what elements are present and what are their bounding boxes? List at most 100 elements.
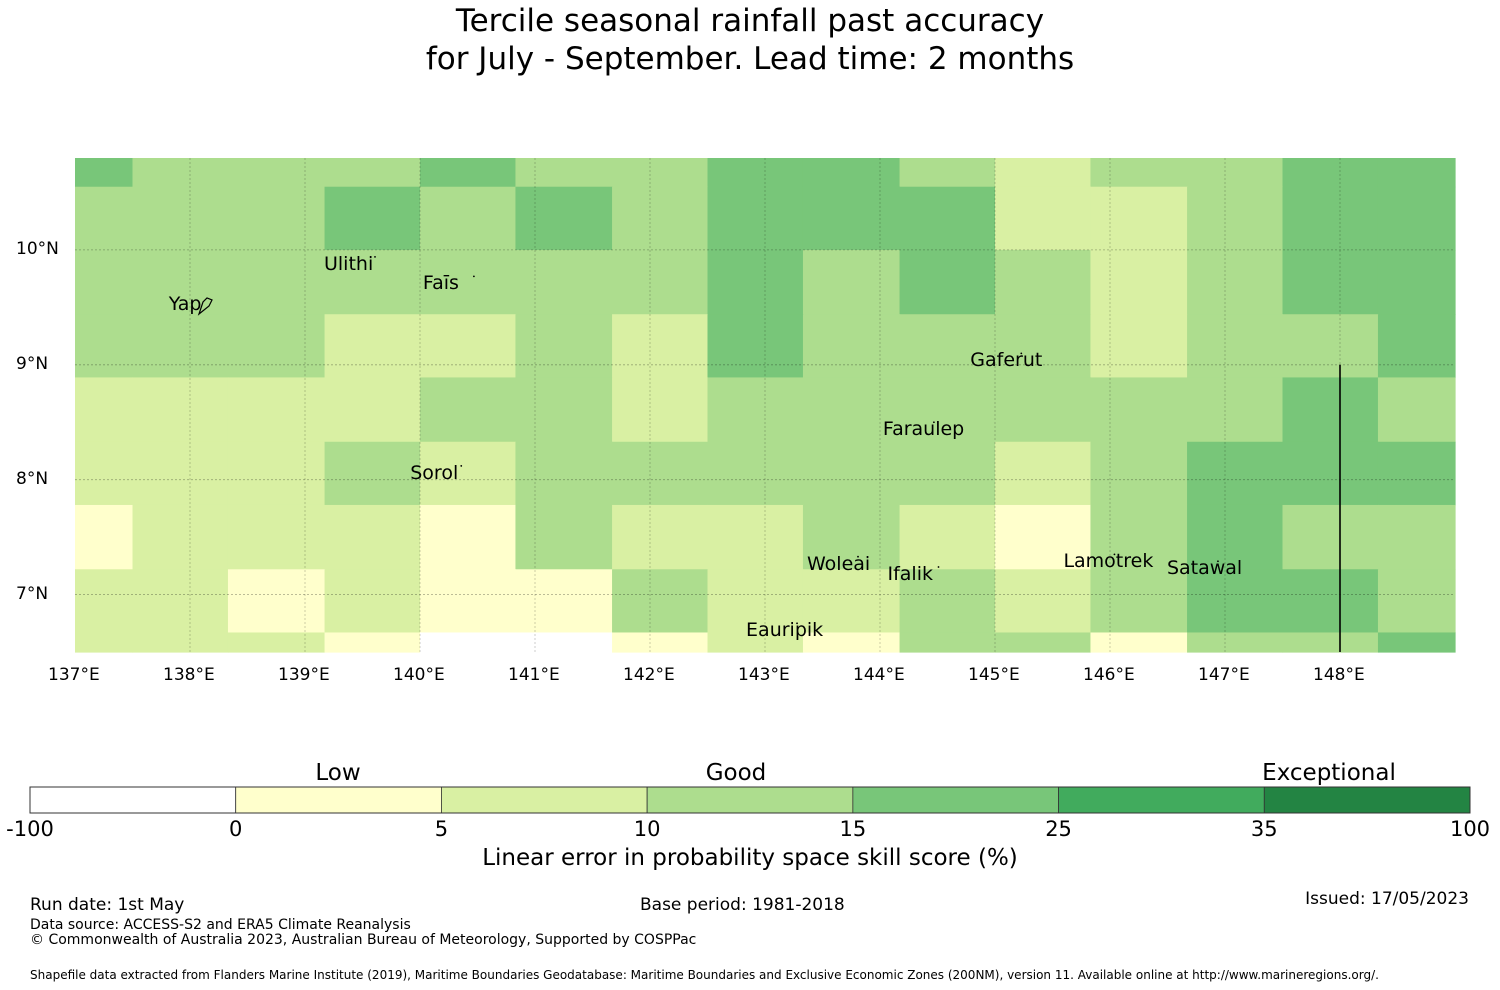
- heatmap-cell: [1282, 314, 1379, 379]
- place-label: Ulithi: [324, 252, 374, 275]
- copyright: © Commonwealth of Australia 2023, Austra…: [30, 932, 697, 948]
- colorbar-segment: [852, 786, 1059, 814]
- longitude-tick-label: 144°E: [853, 665, 905, 685]
- heatmap-cell: [802, 632, 901, 653]
- heatmap-cell: [1282, 569, 1379, 634]
- longitude-tick-label: 146°E: [1083, 665, 1135, 685]
- heatmap-cell: [515, 158, 613, 188]
- latitude-tick-label: 8°N: [16, 468, 49, 489]
- heatmap-cell: [515, 377, 613, 443]
- heatmap-cell: [324, 249, 421, 315]
- place-label: Eauripik: [746, 619, 824, 642]
- longitude-tick-label: 147°E: [1198, 665, 1250, 685]
- heatmap-cell: [227, 377, 326, 443]
- heatmap-cell: [995, 632, 1092, 653]
- heatmap-cell: [75, 441, 134, 506]
- heatmap-cell: [802, 377, 901, 443]
- heatmap-cell: [1282, 632, 1379, 653]
- heatmap-cell: [420, 504, 517, 570]
- heatmap-cell: [1090, 632, 1188, 653]
- yap-island-shape: [197, 297, 213, 316]
- heatmap-cell: [1090, 158, 1188, 188]
- heatmap-cell: [227, 314, 326, 379]
- heatmap-cell: [1377, 249, 1456, 315]
- heatmap-cell: [1377, 504, 1456, 570]
- heatmap-cell: [1377, 377, 1456, 443]
- heatmap-cell: [1282, 186, 1379, 251]
- heatmap-cell: [227, 441, 326, 506]
- map-gridlines: [75, 158, 1455, 652]
- longitude-tick-label: 140°E: [393, 665, 445, 685]
- heatmap-cell: [324, 314, 421, 379]
- heatmap-cell: [1377, 158, 1456, 188]
- heatmap-cell: [899, 504, 996, 570]
- heatmap-cell: [1090, 314, 1188, 379]
- heatmap-cell: [227, 504, 326, 570]
- colorbar-segment: [1263, 786, 1471, 814]
- colorbar-segment: [441, 786, 648, 814]
- heatmap-cell: [899, 249, 996, 315]
- heatmap-cell: [1377, 441, 1456, 506]
- heatmap-cell: [707, 314, 804, 379]
- colorbar-tick-label: 35: [1250, 817, 1278, 841]
- colorbar-segment: [235, 786, 442, 814]
- heatmap-cell: [227, 186, 326, 251]
- heatmap-cell: [1187, 314, 1284, 379]
- run-date: Run date: 1st May: [30, 895, 185, 915]
- heatmap-cell: [227, 249, 326, 315]
- latitude-tick-label: 10°N: [16, 238, 59, 259]
- colorbar-tick-label: 0: [229, 817, 243, 841]
- heatmap-cell: [707, 504, 804, 570]
- heatmap-cell: [132, 441, 229, 506]
- colorbar-label: Linear error in probability space skill …: [482, 845, 1018, 871]
- heatmap-cell: [132, 249, 229, 315]
- heatmap-cell: [612, 441, 709, 506]
- heatmap-cell: [899, 186, 996, 251]
- heatmap-cell: [324, 504, 421, 570]
- island-dot: [1217, 560, 1219, 563]
- heatmap-cell: [515, 249, 613, 315]
- place-label: Sorol: [410, 461, 459, 484]
- heatmap-cell: [1282, 249, 1379, 315]
- colorbar-category-label: Good: [705, 760, 767, 786]
- heatmap-cell: [612, 632, 709, 653]
- heatmap-cell: [515, 314, 613, 379]
- heatmap-cell: [995, 441, 1092, 506]
- colorbar-segment: [646, 786, 854, 814]
- latitude-tick-label: 7°N: [16, 583, 49, 604]
- data-source: Data source: ACCESS-S2 and ERA5 Climate …: [30, 917, 411, 933]
- heatmap-cell: [1187, 186, 1284, 251]
- longitude-tick-label: 143°E: [738, 665, 790, 685]
- heatmap-cell: [995, 186, 1092, 251]
- heatmap-cell: [132, 569, 229, 634]
- heatmap-cell: [1090, 569, 1188, 634]
- colorbar-category-label: Exceptional: [1262, 760, 1396, 786]
- heatmap-cell: [1187, 632, 1284, 653]
- heatmap-cell: [75, 504, 134, 570]
- heatmap-cell: [324, 441, 421, 506]
- heatmap-cell: [899, 158, 996, 188]
- heatmap-cell: [995, 158, 1092, 188]
- heatmap-cell: [707, 569, 804, 634]
- heatmap-cell: [420, 249, 517, 315]
- longitude-tick-label: 141°E: [508, 665, 560, 685]
- heatmap-cell: [899, 377, 996, 443]
- heatmap-cell: [612, 504, 709, 570]
- heatmap-cell: [899, 314, 996, 379]
- heatmap-cell: [420, 569, 517, 634]
- island-dot: [473, 275, 475, 278]
- heatmap-cell: [324, 632, 421, 653]
- issued-date: Issued: 17/05/2023: [1305, 889, 1469, 909]
- heatmap-cell: [227, 632, 326, 653]
- heatmap-cell: [1187, 504, 1284, 570]
- shapefile-credit: Shapefile data extracted from Flanders M…: [30, 968, 1379, 982]
- heatmap-cell: [1187, 441, 1284, 506]
- colorbar-tick-label: -100: [6, 817, 54, 841]
- heatmap-cell: [515, 632, 613, 653]
- heatmap-cell: [132, 186, 229, 251]
- island-dot: [937, 566, 940, 568]
- heatmap-cell: [420, 314, 517, 379]
- place-label: Faraulep: [882, 418, 965, 441]
- heatmap-cell: [1090, 441, 1188, 506]
- place-label: Lamotrek: [1063, 550, 1154, 573]
